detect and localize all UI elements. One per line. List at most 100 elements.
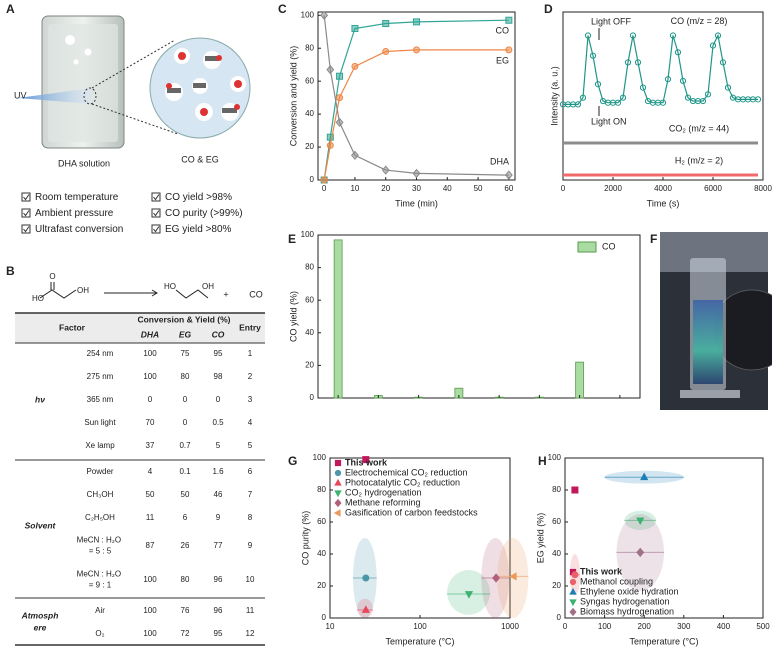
y-axis-label: CO purity (%) (300, 511, 310, 566)
glow (693, 300, 723, 384)
marker (505, 46, 513, 54)
y-axis-label: CO yield (%) (288, 291, 298, 342)
table-cell: 100 (143, 629, 157, 638)
table-factor: Sun light (84, 418, 116, 427)
bubble (65, 35, 75, 45)
series-line (563, 33, 758, 105)
atom: OH (77, 286, 89, 295)
panel-a: A UV DHA solution CO & EG Room temperatu… (6, 2, 251, 235)
legend-swatch (577, 241, 597, 253)
chart: E 0 20 40 60 80 100 CO yield (%) CO (288, 230, 641, 402)
y-tick-label: 80 (305, 263, 314, 272)
check-item: EG yield >80% (165, 224, 232, 235)
solution (48, 24, 118, 142)
y-tick-label: 40 (305, 328, 314, 337)
table-cell: 5 (248, 441, 253, 450)
legend-label: CO₂ hydrogenation (345, 487, 422, 497)
table-header: Entry (239, 322, 261, 332)
x-tick-label: 10 (350, 184, 359, 193)
marker (464, 591, 474, 599)
check-item: CO purity (>99%) (165, 208, 243, 219)
table-cell: 37 (146, 441, 155, 450)
marker (619, 94, 627, 101)
y-tick-label: 40 (317, 549, 326, 558)
table-header: Factor (59, 322, 86, 332)
table-factor: O₂ (95, 629, 104, 638)
table-cell: 95 (214, 629, 223, 638)
marker (413, 18, 420, 26)
marker (326, 141, 334, 149)
marker (492, 573, 501, 583)
y-tick-label: 100 (301, 230, 315, 239)
marker (709, 42, 717, 49)
x-axis-label: Time (min) (395, 198, 438, 208)
panel-letter: D (544, 2, 553, 16)
marker (326, 133, 334, 141)
x-tick-label: 4000 (654, 184, 672, 193)
label: CO & EG (181, 154, 219, 164)
table-factor: Powder (86, 467, 113, 476)
marker (714, 32, 722, 39)
y-tick-label: 0 (310, 393, 315, 402)
y-axis-label: Conversion and yield (%) (288, 46, 298, 147)
table-cell: 4 (148, 467, 153, 476)
marker (504, 170, 513, 180)
gas: CO (249, 289, 263, 299)
x-tick-label: 10 (326, 622, 335, 631)
bond (175, 289, 209, 299)
marker (636, 517, 645, 526)
table-cell: 70 (146, 418, 155, 427)
plot-frame (317, 234, 641, 399)
panel-f: F (650, 232, 772, 410)
table-cell: 0 (148, 395, 153, 404)
table-group: hν (35, 394, 45, 404)
marker (336, 94, 344, 102)
marker (704, 91, 712, 98)
legend-label: Biomass hydrogenation (580, 606, 674, 616)
panel-letter: H (538, 454, 547, 468)
series-label: CO (m/z = 28) (671, 16, 728, 26)
x-tick-label: 300 (677, 622, 691, 631)
table-cell: 46 (214, 490, 223, 499)
checkboxes (21, 192, 161, 234)
y-tick-label: 100 (548, 453, 562, 462)
marker (574, 101, 582, 108)
bond (39, 289, 77, 299)
series-label: DHA (490, 156, 509, 166)
legend-label: Syngas hydrogenation (580, 596, 670, 606)
table-factor: MeCN : H₂O = 5 : 5 (77, 536, 124, 556)
table-cell: 100 (143, 575, 157, 584)
panel-letter: A (6, 2, 15, 16)
table-cell: 5 (216, 441, 221, 450)
table-cell: 100 (143, 349, 157, 358)
marker (589, 52, 597, 59)
marker (639, 84, 647, 91)
panel-b: B HO O OH HO OH + CO Factor Conversion &… (6, 264, 265, 646)
atom: OH (202, 282, 214, 291)
table-cell: 98 (214, 372, 223, 381)
check-item: CO yield >98% (165, 192, 232, 203)
series-label: CO (496, 26, 510, 36)
marker (679, 77, 687, 84)
chart: G 0 20 40 60 80 100 10 100 1000 Temperature (°C) CO… (288, 453, 529, 646)
marker (569, 599, 577, 607)
marker (569, 578, 577, 586)
x-tick-label: 60 (504, 184, 513, 193)
x-tick-label: 0 (561, 184, 566, 193)
marker (334, 459, 342, 467)
table-cell: 6 (248, 467, 253, 476)
table-cell: 0.1 (179, 467, 191, 476)
y-tick-label: 80 (305, 43, 314, 52)
x-tick-label: 0 (322, 184, 327, 193)
table-cell: 100 (143, 372, 157, 381)
y-tick-label: 60 (317, 517, 326, 526)
y-tick-label: 20 (305, 142, 314, 151)
marker (320, 10, 329, 20)
table-header: Conversion & Yield (%) (137, 314, 230, 324)
annotation: Light OFF (591, 16, 632, 26)
panel-letter: C (278, 2, 287, 16)
table-cell: 2 (248, 372, 253, 381)
zoom-line (91, 103, 179, 135)
y-tick-label: 60 (305, 76, 314, 85)
marker (336, 72, 344, 80)
